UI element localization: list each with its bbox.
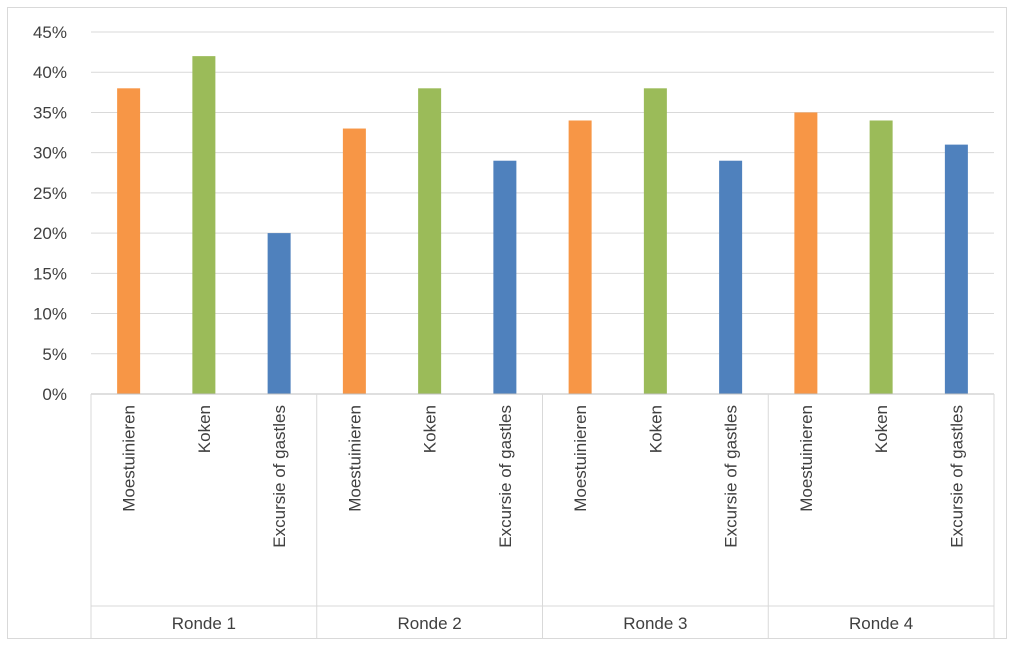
x-group-label: Ronde 3 <box>623 614 687 633</box>
bar <box>418 88 442 395</box>
x-category-label: Excursie of gastles <box>947 405 966 548</box>
bar <box>794 112 818 394</box>
x-category-label: Moestuinieren <box>345 405 364 512</box>
x-category-label: Excursie of gastles <box>496 405 515 548</box>
bar <box>944 144 968 394</box>
bar <box>493 160 517 394</box>
y-tick-label: 20% <box>33 224 67 243</box>
bar <box>192 56 216 395</box>
y-tick-label: 25% <box>33 184 67 203</box>
y-tick-label: 0% <box>42 385 67 404</box>
x-group-label: Ronde 4 <box>849 614 913 633</box>
x-axis <box>90 393 995 638</box>
bar <box>342 128 366 394</box>
bars <box>117 56 968 395</box>
x-category-label: Koken <box>646 405 665 453</box>
x-category-label: Koken <box>872 405 891 453</box>
x-axis-category-labels: Moestuinieren Koken Excursie of gastles Moe… <box>120 405 967 548</box>
x-group-label: Ronde 1 <box>172 614 236 633</box>
x-category-label: Excursie of gastles <box>270 405 289 548</box>
y-tick-label: 45% <box>33 23 67 42</box>
bar <box>869 120 893 394</box>
bar <box>643 88 667 395</box>
x-category-label: Moestuinieren <box>797 405 816 512</box>
bar <box>117 88 141 395</box>
x-group-label: Ronde 2 <box>397 614 461 633</box>
x-category-label: Excursie of gastles <box>722 405 741 548</box>
bar <box>719 160 743 394</box>
bar <box>568 120 592 394</box>
bar <box>267 233 291 394</box>
x-axis-group-labels: Ronde 1 Ronde 2 Ronde 3 Ronde 4 <box>172 614 914 633</box>
bar-chart: 0% 5% 10% 15% 20% 25% 30% 35% 40% 45% Moestuinier… <box>33 23 995 638</box>
gridlines <box>91 31 994 355</box>
y-tick-label: 15% <box>33 264 67 283</box>
y-tick-label: 30% <box>33 144 67 163</box>
y-tick-label: 5% <box>42 345 67 364</box>
y-tick-label: 40% <box>33 63 67 82</box>
x-category-label: Koken <box>195 405 214 453</box>
x-category-label: Moestuinieren <box>120 405 139 512</box>
x-category-label: Moestuinieren <box>571 405 590 512</box>
y-tick-label: 35% <box>33 103 67 122</box>
x-category-label: Koken <box>421 405 440 453</box>
chart-frame: 0% 5% 10% 15% 20% 25% 30% 35% 40% 45% Moestuinier… <box>7 7 1007 639</box>
y-axis-tick-labels: 0% 5% 10% 15% 20% 25% 30% 35% 40% 45% <box>33 23 67 404</box>
y-tick-label: 10% <box>33 305 67 324</box>
